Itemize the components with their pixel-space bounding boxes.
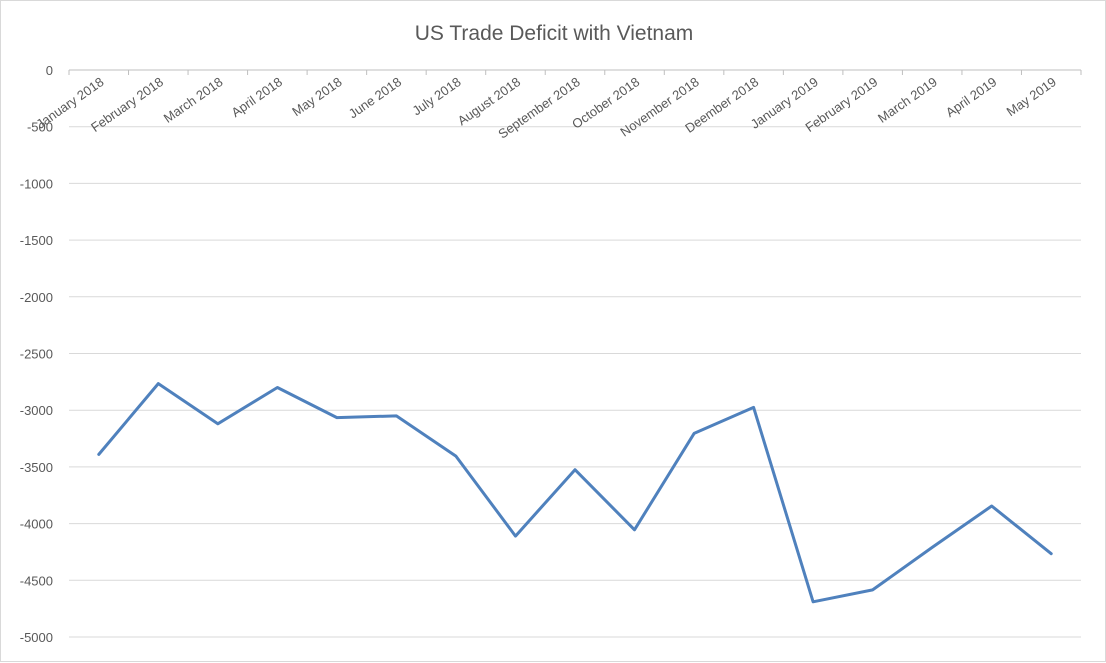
y-tick-label: -3000	[20, 403, 53, 418]
category-axis	[68, 69, 1082, 75]
x-tick-label: May 2019	[1004, 74, 1059, 119]
y-tick-label: 0	[46, 63, 53, 78]
x-tick-label: March 2019	[875, 74, 940, 126]
gridlines	[69, 69, 1081, 638]
data-point	[989, 503, 995, 509]
data-point	[155, 381, 161, 387]
data-point	[1048, 551, 1054, 557]
y-tick-label: -1000	[20, 176, 53, 191]
x-tick-label: July 2018	[409, 74, 463, 118]
data-point	[453, 453, 459, 459]
y-tick-label: -1500	[20, 233, 53, 248]
y-tick-label: -4500	[20, 573, 53, 588]
data-point	[691, 430, 697, 436]
data-point	[393, 413, 399, 419]
data-point	[632, 527, 638, 533]
y-tick-label: -3500	[20, 460, 53, 475]
data-point	[274, 385, 280, 391]
x-tick-label: June 2018	[346, 74, 404, 121]
data-point	[215, 421, 221, 427]
x-tick-label: March 2018	[161, 74, 226, 126]
y-tick-label: -500	[27, 120, 53, 135]
data-point	[572, 467, 578, 473]
y-axis-tick-labels: 0 -500 -1000 -1500 -2000 -2500 -3000 -3500 -4000…	[20, 63, 53, 645]
chart-title: US Trade Deficit with Vietnam	[415, 22, 694, 45]
data-point	[512, 533, 518, 539]
series-layer	[96, 381, 1054, 605]
x-tick-label: April 2019	[943, 74, 1000, 120]
data-point	[870, 587, 876, 593]
x-tick-label: April 2018	[229, 74, 286, 120]
y-tick-label: -2000	[20, 290, 53, 305]
data-point	[334, 415, 340, 421]
y-tick-label: -4000	[20, 517, 53, 532]
y-tick-label: -2500	[20, 347, 53, 362]
y-tick-label: -5000	[20, 630, 53, 645]
data-point	[810, 599, 816, 605]
data-point	[751, 404, 757, 410]
data-point	[929, 544, 935, 550]
x-tick-label: May 2018	[289, 74, 344, 119]
data-point	[96, 451, 102, 457]
series-line	[97, 382, 1053, 604]
